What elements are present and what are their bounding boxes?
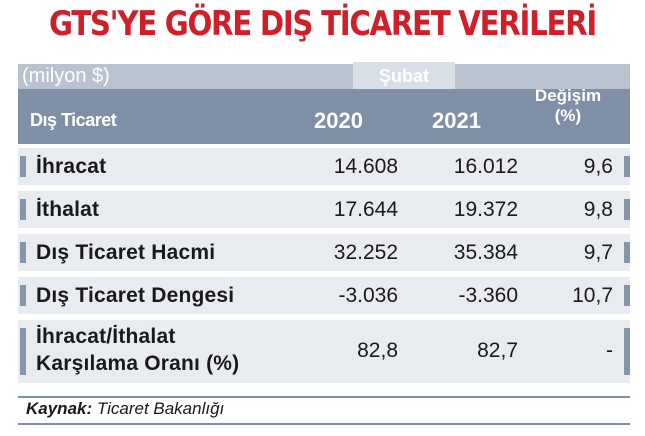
value-2021: 16.012 (453, 155, 518, 178)
source-prefix: Kaynak: (26, 399, 93, 418)
value-2020: 82,8 (357, 339, 398, 362)
row-label-line2: Karşılama Oranı (%) (36, 352, 240, 375)
value-2020: 14.608 (333, 155, 398, 178)
source-text: Ticaret Bakanlığı (92, 399, 225, 418)
value-change: - (606, 339, 613, 362)
table-row: İhracat/İthalat Karşılama Oranı (%) 82,8… (18, 320, 630, 383)
row-label-line1: İhracat/İthalat (36, 325, 176, 348)
value-2021: -3.360 (458, 284, 518, 307)
header-change-line2: (%) (554, 106, 582, 125)
source-note: Kaynak: Ticaret Bakanlığı (26, 399, 224, 419)
row-accent-right (624, 156, 630, 177)
row-label: Dış Ticaret Dengesi (36, 284, 235, 307)
row-accent-left (20, 328, 26, 375)
row-label: Dış Ticaret Hacmi (36, 241, 216, 264)
row-label: İthalat (36, 198, 100, 221)
bottom-divider (18, 423, 630, 425)
value-2021: 19.372 (453, 198, 518, 221)
value-2020: 17.644 (333, 198, 398, 221)
source-divider (18, 396, 630, 398)
row-accent-right (624, 242, 630, 263)
row-accent-left (20, 285, 26, 306)
row-accent-left (20, 156, 26, 177)
header-change: Değişim (%) (518, 86, 618, 126)
value-change: 9,8 (583, 198, 613, 221)
header-row-label: Dış Ticaret (30, 110, 117, 130)
table-row: İthalat 17.644 19.372 9,8 (18, 191, 630, 228)
table-row: Dış Ticaret Dengesi -3.036 -3.360 10,7 (18, 277, 630, 314)
infographic-title: GTS'YE GÖRE DIŞ TİCARET VERİLERİ (49, 4, 597, 44)
table-row: İhracat 14.608 16.012 9,6 (18, 148, 630, 185)
row-accent-right (624, 328, 630, 375)
value-2021: 35.384 (453, 241, 518, 264)
value-2020: -3.036 (338, 284, 398, 307)
row-accent-right (624, 199, 630, 220)
value-2020: 32.252 (333, 241, 398, 264)
value-change: 9,7 (583, 241, 613, 264)
header-year-2021: 2021 (432, 108, 481, 133)
row-accent-left (20, 199, 26, 220)
value-2021: 82,7 (477, 339, 518, 362)
value-change: 9,6 (583, 155, 613, 178)
value-change: 10,7 (572, 284, 613, 307)
header-year-2020: 2020 (314, 108, 363, 133)
header-change-line1: Değişim (534, 86, 602, 105)
row-accent-right (624, 285, 630, 306)
unit-label: (milyon $) (22, 65, 110, 87)
table-header (18, 89, 630, 144)
table-row: Dış Ticaret Hacmi 32.252 35.384 9,7 (18, 234, 630, 271)
unit-bar (18, 64, 630, 89)
row-label: İhracat (36, 155, 107, 178)
row-accent-left (20, 242, 26, 263)
month-label: Şubat (353, 62, 455, 91)
